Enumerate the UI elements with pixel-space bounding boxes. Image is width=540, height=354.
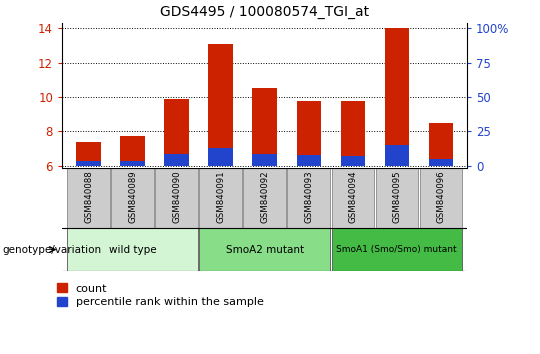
Title: GDS4495 / 100080574_TGI_at: GDS4495 / 100080574_TGI_at xyxy=(160,5,369,19)
Bar xyxy=(375,168,418,228)
Bar xyxy=(199,228,330,271)
Text: GSM840096: GSM840096 xyxy=(436,171,445,223)
Bar xyxy=(287,168,330,228)
Bar xyxy=(208,148,233,166)
Legend: count, percentile rank within the sample: count, percentile rank within the sample xyxy=(57,284,264,307)
Text: GSM840092: GSM840092 xyxy=(260,171,269,223)
Bar xyxy=(76,161,100,166)
Text: GSM840093: GSM840093 xyxy=(304,171,313,223)
Text: SmoA2 mutant: SmoA2 mutant xyxy=(226,245,303,255)
Bar xyxy=(165,98,188,166)
Text: GSM840094: GSM840094 xyxy=(348,171,357,223)
Bar xyxy=(76,142,100,166)
Bar xyxy=(199,168,242,228)
Bar xyxy=(156,168,198,228)
Bar xyxy=(68,168,110,228)
Bar xyxy=(296,101,321,166)
Text: GSM840095: GSM840095 xyxy=(392,171,401,223)
Bar xyxy=(341,156,364,166)
Bar xyxy=(244,168,286,228)
Bar xyxy=(253,88,276,166)
Bar xyxy=(111,168,154,228)
Bar xyxy=(332,168,374,228)
Bar xyxy=(120,136,145,166)
Bar xyxy=(420,168,462,228)
Bar xyxy=(384,28,409,166)
Bar xyxy=(429,159,453,166)
Bar xyxy=(253,154,276,166)
Text: GSM840091: GSM840091 xyxy=(216,171,225,223)
Bar xyxy=(120,161,145,166)
Bar xyxy=(429,122,453,166)
Bar xyxy=(341,101,364,166)
Bar xyxy=(384,145,409,166)
Text: GSM840088: GSM840088 xyxy=(84,171,93,223)
Text: SmoA1 (Smo/Smo) mutant: SmoA1 (Smo/Smo) mutant xyxy=(336,245,457,254)
Text: genotype/variation: genotype/variation xyxy=(3,245,102,255)
Bar xyxy=(165,154,188,166)
Bar xyxy=(68,228,198,271)
Bar xyxy=(332,228,462,271)
Text: wild type: wild type xyxy=(109,245,157,255)
Text: GSM840090: GSM840090 xyxy=(172,171,181,223)
Text: GSM840089: GSM840089 xyxy=(128,171,137,223)
Bar xyxy=(296,155,321,166)
Bar xyxy=(208,44,233,166)
